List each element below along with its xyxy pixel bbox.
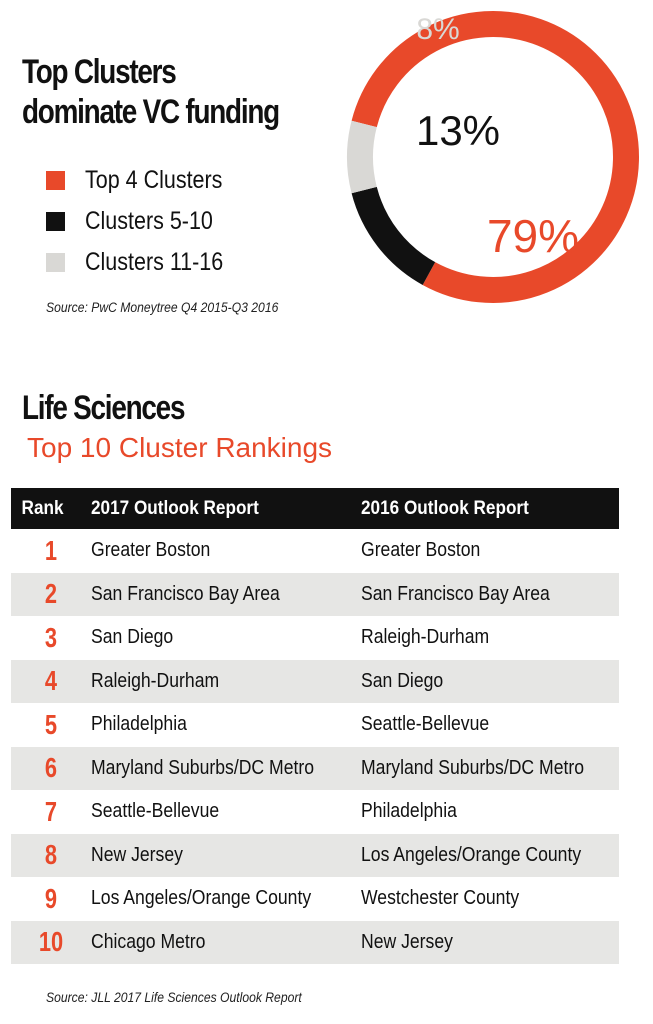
legend-swatch xyxy=(46,253,65,272)
cluster-2016: Seattle-Bellevue xyxy=(361,713,490,736)
rank-number: 2 xyxy=(44,578,58,610)
table-header-row: Rank 2017 Outlook Report 2016 Outlook Re… xyxy=(11,488,619,529)
cluster-2016: San Francisco Bay Area xyxy=(361,582,550,605)
table-row: 4 Raleigh-Durham San Diego xyxy=(11,659,619,703)
table-row: 1 Greater Boston Greater Boston xyxy=(11,529,619,573)
cluster-2017: San Diego xyxy=(91,626,174,649)
donut-slice xyxy=(351,186,436,285)
table-row: 9 Los Angeles/Orange County Westchester Co… xyxy=(11,877,619,921)
table-row: 10 Chicago Metro New Jersey xyxy=(11,920,619,964)
cluster-2016: New Jersey xyxy=(361,930,453,953)
legend-label: Clusters 11-16 xyxy=(85,248,224,276)
cluster-2017: San Francisco Bay Area xyxy=(91,582,280,605)
table-body: 1 Greater Boston Greater Boston 2 San Franci… xyxy=(11,529,619,964)
rank-number: 3 xyxy=(44,621,58,653)
rank-number: 8 xyxy=(44,839,58,871)
legend-swatch xyxy=(46,171,65,190)
rank-number: 1 xyxy=(44,534,58,566)
cluster-2016: Maryland Suburbs/DC Metro xyxy=(361,756,585,779)
rankings-subtitle: Top 10 Cluster Rankings xyxy=(27,432,333,463)
legend-label: Top 4 Clusters xyxy=(85,166,223,194)
cluster-2017: Raleigh-Durham xyxy=(91,669,220,692)
cluster-2017: Los Angeles/Orange County xyxy=(91,887,312,910)
cluster-2016: Greater Boston xyxy=(361,539,481,562)
cluster-2017: Greater Boston xyxy=(91,539,211,562)
cluster-2017: New Jersey xyxy=(91,843,183,866)
header-rank: Rank xyxy=(21,497,64,519)
cluster-2017: Seattle-Bellevue xyxy=(91,800,220,823)
rank-number: 7 xyxy=(44,795,58,827)
legend-label: Clusters 5-10 xyxy=(85,207,213,235)
cluster-2017: Maryland Suburbs/DC Metro xyxy=(91,756,315,779)
legend-item: Top 4 Clusters xyxy=(46,160,246,201)
header-2016: 2016 Outlook Report xyxy=(361,497,529,519)
table-row: 2 San Francisco Bay Area San Francisco Bay… xyxy=(11,572,619,616)
donut-value-label: 79% xyxy=(487,210,579,262)
funding-chart-title: Top Clusters dominate VC funding xyxy=(22,53,280,131)
table-row: 6 Maryland Suburbs/DC Metro Maryland Subur… xyxy=(11,746,619,790)
legend-item: Clusters 5-10 xyxy=(46,201,246,242)
cluster-2017: Philadelphia xyxy=(91,713,187,736)
cluster-2016: Philadelphia xyxy=(361,800,457,823)
funding-legend: Top 4 Clusters Clusters 5-10 Clusters 11-1… xyxy=(46,160,246,283)
rank-number: 10 xyxy=(38,926,64,958)
table-row: 3 San Diego Raleigh-Durham xyxy=(11,616,619,660)
funding-source: Source: PwC Moneytree Q4 2015-Q3 2016 xyxy=(46,300,279,315)
rankings-source: Source: JLL 2017 Life Sciences Outlook R… xyxy=(46,990,302,1005)
donut-slice xyxy=(351,11,639,303)
legend-swatch xyxy=(46,212,65,231)
cluster-2016: San Diego xyxy=(361,669,444,692)
legend-item: Clusters 11-16 xyxy=(46,242,246,283)
rank-number: 6 xyxy=(44,752,58,784)
cluster-2016: Los Angeles/Orange County xyxy=(361,843,582,866)
funding-donut-chart: 79% 13% 8% xyxy=(347,11,639,303)
rank-number: 9 xyxy=(44,882,58,914)
cluster-2017: Chicago Metro xyxy=(91,930,206,953)
rank-number: 4 xyxy=(44,665,58,697)
rank-number: 5 xyxy=(44,708,58,740)
donut-value-label: 13% xyxy=(416,107,500,154)
donut-slice xyxy=(347,120,377,194)
header-2017: 2017 Outlook Report xyxy=(91,497,259,519)
rankings-table: Rank 2017 Outlook Report 2016 Outlook Re… xyxy=(11,488,619,964)
table-row: 8 New Jersey Los Angeles/Orange County xyxy=(11,833,619,877)
table-row: 5 Philadelphia Seattle-Bellevue xyxy=(11,703,619,747)
rankings-title: Life Sciences xyxy=(22,389,185,427)
cluster-2016: Raleigh-Durham xyxy=(361,626,490,649)
cluster-2016: Westchester County xyxy=(361,887,520,910)
table-row: 7 Seattle-Bellevue Philadelphia xyxy=(11,790,619,834)
donut-value-label: 8% xyxy=(416,13,459,46)
